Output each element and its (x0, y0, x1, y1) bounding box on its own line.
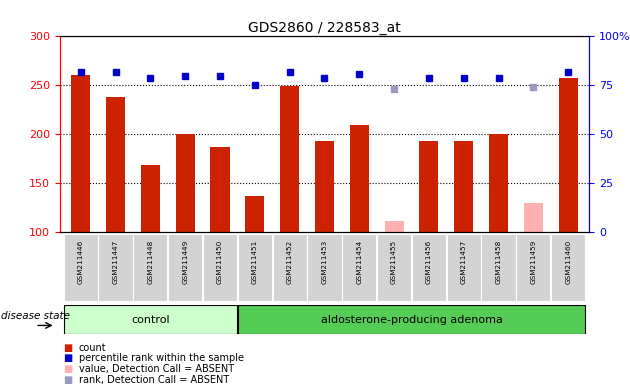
Text: ■: ■ (63, 343, 72, 353)
Text: GSM211460: GSM211460 (565, 240, 571, 284)
Bar (71, 74, 90, 232)
Text: GSM211455: GSM211455 (391, 240, 397, 284)
Bar (238, 234, 272, 301)
Bar (64, 305, 237, 334)
Text: GSM211447: GSM211447 (113, 240, 118, 284)
Bar (238, 305, 585, 334)
Text: GSM211448: GSM211448 (147, 240, 153, 284)
Text: ■: ■ (63, 364, 72, 374)
Bar (377, 234, 411, 301)
Text: GSM211446: GSM211446 (77, 240, 84, 284)
Bar (203, 234, 237, 301)
Bar (140, 165, 160, 232)
Bar (98, 234, 133, 301)
Bar (350, 124, 369, 232)
Bar (64, 234, 98, 301)
Text: GSM211458: GSM211458 (496, 240, 501, 284)
Bar (517, 234, 551, 301)
Bar (176, 134, 195, 232)
Bar (481, 234, 515, 301)
Bar (342, 234, 376, 301)
Bar (420, 141, 438, 232)
Title: GDS2860 / 228583_at: GDS2860 / 228583_at (248, 22, 401, 35)
Text: aldosterone-producing adenoma: aldosterone-producing adenoma (321, 314, 503, 325)
Text: GSM211454: GSM211454 (357, 240, 362, 284)
Bar (454, 141, 473, 232)
Bar (168, 234, 202, 301)
Text: count: count (79, 343, 106, 353)
Text: ■: ■ (63, 353, 72, 363)
Bar (315, 141, 334, 232)
Text: disease state: disease state (1, 311, 70, 321)
Bar (106, 97, 125, 232)
Bar (489, 134, 508, 232)
Text: GSM211459: GSM211459 (530, 240, 536, 284)
Bar (524, 203, 543, 232)
Bar (134, 234, 168, 301)
Text: GSM211452: GSM211452 (287, 240, 292, 284)
Bar (447, 234, 481, 301)
Text: rank, Detection Call = ABSENT: rank, Detection Call = ABSENT (79, 375, 229, 384)
Text: GSM211450: GSM211450 (217, 240, 223, 284)
Text: ■: ■ (63, 375, 72, 384)
Bar (273, 234, 307, 301)
Bar (412, 234, 446, 301)
Bar (384, 220, 404, 232)
Bar (551, 234, 585, 301)
Text: GSM211453: GSM211453 (321, 240, 328, 284)
Bar (280, 86, 299, 232)
Text: GSM211451: GSM211451 (252, 240, 258, 284)
Bar (210, 147, 229, 232)
Bar (307, 234, 341, 301)
Text: GSM211457: GSM211457 (461, 240, 467, 284)
Text: GSM211449: GSM211449 (182, 240, 188, 284)
Text: GSM211456: GSM211456 (426, 240, 432, 284)
Text: control: control (131, 314, 169, 325)
Bar (245, 196, 265, 232)
Text: percentile rank within the sample: percentile rank within the sample (79, 353, 244, 363)
Text: value, Detection Call = ABSENT: value, Detection Call = ABSENT (79, 364, 234, 374)
Bar (559, 78, 578, 232)
